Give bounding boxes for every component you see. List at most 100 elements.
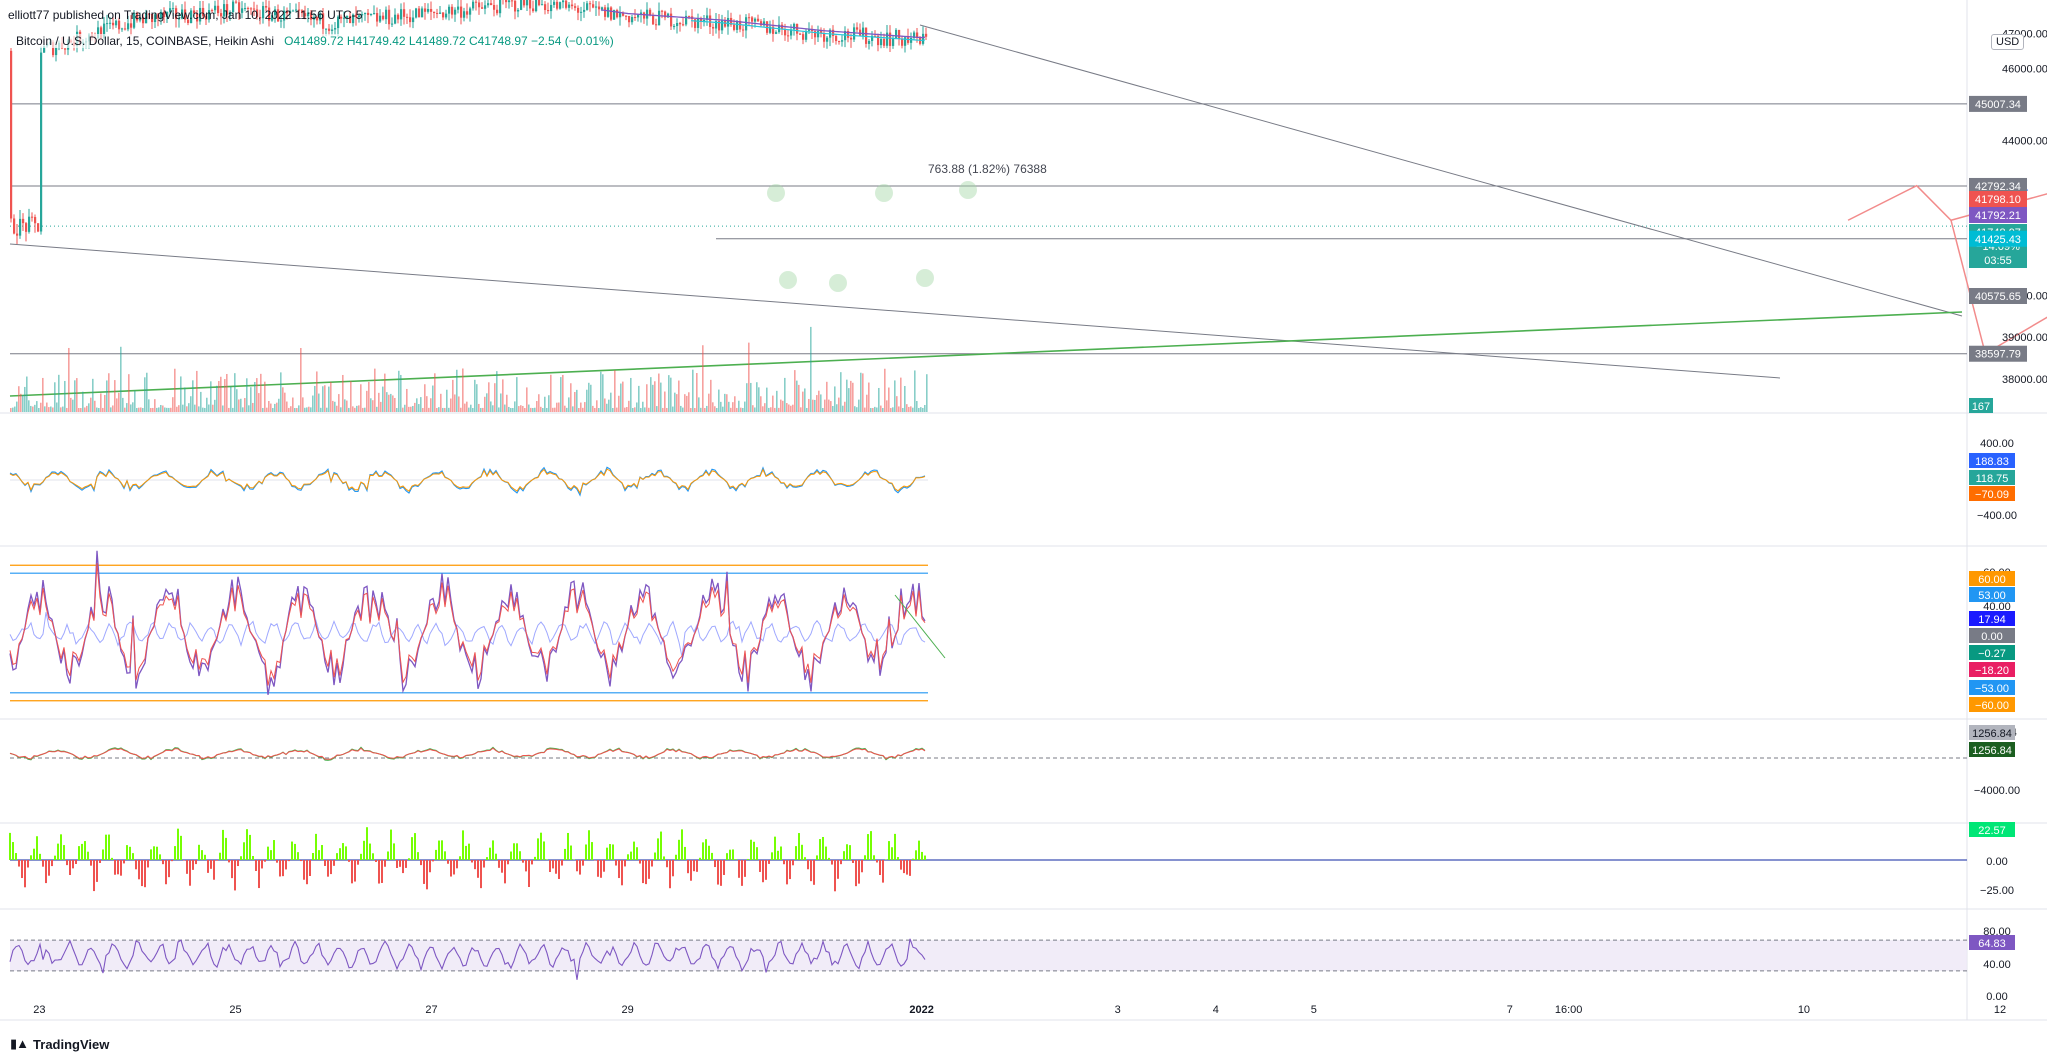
volume-bar xyxy=(502,379,504,412)
candle-body xyxy=(484,5,487,9)
indicator-value-text: 188.83 xyxy=(1975,456,2009,468)
volume-bar xyxy=(782,400,784,412)
volume-bar xyxy=(504,404,506,412)
indicator-value-text: −70.09 xyxy=(1975,489,2009,501)
price-label-badge xyxy=(1969,95,2027,112)
volume-bar xyxy=(878,387,880,412)
volume-bar xyxy=(288,407,290,412)
candle-body xyxy=(544,4,547,11)
volume-bar xyxy=(682,407,684,412)
candle-body xyxy=(337,16,340,29)
volume-bar xyxy=(164,407,166,412)
indicator-value-text: −0.27 xyxy=(1978,648,2006,660)
volume-bar xyxy=(330,382,332,412)
measure-label: 763.88 (1.82%) 76388 xyxy=(928,162,1047,176)
volume-bar xyxy=(820,394,822,412)
volume-bar xyxy=(640,407,642,412)
candle-body xyxy=(892,38,895,46)
volume-bar xyxy=(450,398,452,412)
volume-bar xyxy=(200,391,202,412)
volume-bar xyxy=(392,395,394,412)
volume-bar xyxy=(280,372,282,412)
candle-body xyxy=(40,52,43,232)
volume-bar xyxy=(624,407,626,412)
volume-bar xyxy=(70,397,72,412)
indicator-value-text: 22.57 xyxy=(1978,825,2006,837)
candle-body xyxy=(115,20,118,26)
time-tick-label: 25 xyxy=(229,1004,241,1016)
volume-bar xyxy=(568,397,570,412)
indicator-value-badge xyxy=(1969,742,2015,757)
volume-bar xyxy=(632,407,634,412)
candle-body xyxy=(538,0,541,6)
candle-body xyxy=(667,13,670,18)
candle-body xyxy=(52,42,55,56)
volume-bar xyxy=(334,401,336,412)
volume-bar xyxy=(398,370,400,412)
volume-bar xyxy=(754,407,756,412)
price-tick-label: 44000.00 xyxy=(2002,136,2047,148)
volume-bar xyxy=(116,398,118,412)
volume-bar xyxy=(642,401,644,412)
volume-bar xyxy=(204,407,206,412)
indicator-value-badge xyxy=(1969,453,2015,468)
price-label-text: 38597.79 xyxy=(1975,349,2021,361)
volume-bar xyxy=(74,380,76,412)
volume-bar xyxy=(730,407,732,412)
candle-body xyxy=(403,9,406,17)
volume-bar xyxy=(332,400,334,412)
candle-body xyxy=(559,2,562,9)
candle-body xyxy=(598,6,601,10)
volume-bar xyxy=(260,373,262,412)
candle-body xyxy=(103,23,106,39)
candle-body xyxy=(760,21,763,26)
candle-body xyxy=(208,10,211,20)
volume-bar xyxy=(594,407,596,412)
volume-bar xyxy=(784,377,786,412)
volume-bar xyxy=(912,407,914,412)
candle-body xyxy=(895,29,898,39)
currency-tag[interactable]: USD xyxy=(1991,34,2025,50)
volume-bar xyxy=(360,384,362,412)
volume-bar xyxy=(512,407,514,412)
volume-bar xyxy=(644,407,646,412)
candle-body xyxy=(415,8,418,18)
candle-body xyxy=(850,37,853,40)
candle-body xyxy=(277,9,280,22)
candle-body xyxy=(916,32,919,38)
candle-body xyxy=(280,20,283,22)
volume-bar xyxy=(630,377,632,412)
candle-body xyxy=(37,223,40,232)
pivot-marker xyxy=(875,184,893,202)
tradingview-brand[interactable]: ▮▲ TradingView xyxy=(10,1036,109,1052)
candle-body xyxy=(772,26,775,34)
volume-bar xyxy=(780,399,782,412)
candle-body xyxy=(787,35,790,37)
volume-bar xyxy=(572,406,574,412)
candle-body xyxy=(205,15,208,20)
volume-bar xyxy=(586,389,588,412)
candle-body xyxy=(373,13,376,15)
candle-body xyxy=(127,23,130,30)
volume-bar xyxy=(528,404,530,412)
volume-bar xyxy=(558,402,560,412)
volume-bar xyxy=(176,406,178,412)
volume-bar xyxy=(308,406,310,412)
candle-body xyxy=(688,15,691,17)
candle-body xyxy=(541,4,544,6)
volume-bar xyxy=(314,385,316,412)
indicator-value-text: 53.00 xyxy=(1978,590,2006,602)
candle-body xyxy=(343,17,346,19)
candle-body xyxy=(535,0,538,12)
oscillator-line xyxy=(9,938,926,980)
volume-bar xyxy=(488,382,490,412)
candle-body xyxy=(160,11,163,19)
volume-bar xyxy=(520,405,522,412)
candle-body xyxy=(889,32,892,46)
symbol-legend[interactable]: Bitcoin / U.S. Dollar, 15, COINBASE, Hei… xyxy=(16,34,614,48)
volume-bar xyxy=(660,382,662,412)
volume-bar xyxy=(508,406,510,412)
volume-bar xyxy=(236,389,238,412)
candle-body xyxy=(466,11,469,15)
